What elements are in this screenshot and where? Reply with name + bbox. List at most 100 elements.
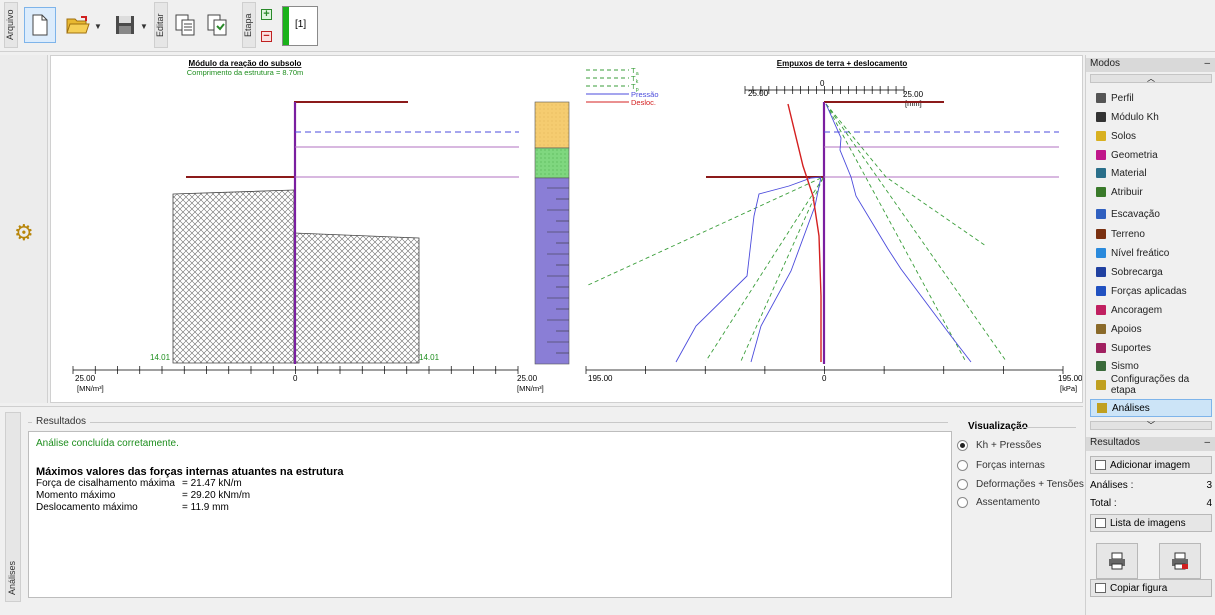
analyses-side-tab[interactable]: Análises [5, 412, 21, 602]
image-list-icon [1095, 518, 1106, 528]
mode-terreno[interactable]: Terreno [1096, 226, 1145, 242]
print-button[interactable] [1096, 543, 1138, 579]
mode-solos[interactable]: Solos [1096, 128, 1136, 144]
open-dropdown-icon[interactable]: ▼ [94, 22, 102, 31]
stage-label: [1] [295, 19, 307, 30]
add-stage-icon[interactable]: + [261, 9, 272, 20]
mode-icon [1096, 187, 1106, 197]
mode-icon [1096, 209, 1106, 219]
tp-line-front [585, 177, 822, 287]
copy-data-button[interactable] [172, 7, 198, 43]
save-button[interactable] [112, 7, 138, 43]
right-top-axis: 25.00 0 25.00 [mm] [744, 79, 924, 108]
visualization-title: Visualização [968, 421, 1028, 432]
right-tick-zero: 0 [822, 374, 827, 383]
kh-area-left [172, 189, 295, 364]
mode-analises[interactable]: Análises [1090, 399, 1212, 417]
mode-escava-o[interactable]: Escavação [1096, 206, 1160, 222]
mode-sobrecarga[interactable]: Sobrecarga [1096, 264, 1163, 280]
mode-geometria[interactable]: Geometria [1096, 147, 1158, 163]
mode-icon [1096, 168, 1106, 178]
save-icon [116, 16, 134, 34]
mode-icon [1096, 361, 1106, 371]
ta-line-front [705, 177, 824, 362]
radio-deformacoes[interactable]: Deformações + Tensões [957, 479, 1084, 490]
pressure-line-back [825, 103, 972, 363]
copy-figure-button[interactable]: Copiar figura [1090, 579, 1212, 597]
mode-icon [1096, 131, 1106, 141]
radio-assentamento[interactable]: Assentamento [957, 497, 1040, 508]
result-row: Momento máximo = 29.20 kNm/m [36, 490, 251, 501]
mode-n-vel-fre-tico[interactable]: Nível freático [1096, 245, 1169, 261]
pressure-line-front [675, 176, 822, 363]
open-file-button[interactable] [64, 7, 92, 43]
total-count: Total :4 [1090, 498, 1212, 509]
top-tick-zero: 0 [820, 79, 825, 88]
gear-icon[interactable]: ⚙ [14, 220, 34, 245]
radio-icon [957, 460, 968, 471]
top-tick-left: 25.00 [748, 89, 769, 98]
tab-editar[interactable]: Editar [154, 2, 168, 48]
visualization-divider [1020, 427, 1076, 428]
top-tick-right: 25.00 [903, 90, 924, 99]
copy-figure-icon [1095, 583, 1106, 593]
new-file-icon [32, 14, 48, 36]
new-file-button[interactable] [24, 7, 56, 43]
mode-for-as-aplicadas[interactable]: Forças aplicadas [1096, 283, 1187, 299]
mode-apoios[interactable]: Apoios [1096, 321, 1142, 337]
mode-material[interactable]: Material [1096, 165, 1147, 181]
kh-value-right: 14.01 [419, 353, 440, 362]
modes-scroll-down[interactable]: ﹀ [1090, 421, 1212, 430]
right-x-axis: 195.00 0 195.00 [kPa] [585, 366, 1082, 393]
print-preview-button[interactable] [1159, 543, 1201, 579]
mode-sismo[interactable]: Sismo [1096, 358, 1139, 374]
analyses-icon [1097, 403, 1107, 413]
drawing-canvas[interactable]: Módulo da reação do subsolo Comprimento … [50, 55, 1083, 403]
remove-stage-icon[interactable]: − [261, 31, 272, 42]
mode-icon [1096, 229, 1106, 239]
results-divider [28, 422, 948, 423]
radio-selected-icon [957, 440, 968, 451]
add-image-button[interactable]: Adicionar imagem [1090, 456, 1212, 474]
legend-label: Tp [631, 82, 639, 93]
modes-scroll-up[interactable]: ︿ [1090, 74, 1212, 83]
copy-icon [175, 14, 195, 36]
image-list-button[interactable]: Lista de imagens [1090, 514, 1212, 532]
mode-icon [1096, 324, 1106, 334]
analyses-side-tab-label: Análises [7, 560, 17, 595]
analysis-status: Análise concluída corretamente. [36, 438, 179, 449]
radio-forcas-internas[interactable]: Forças internas [957, 460, 1045, 471]
results-title: Resultados [32, 416, 91, 427]
top-unit: [mm] [905, 99, 922, 108]
mode-icon [1096, 112, 1106, 122]
mode-suportes[interactable]: Suportes [1096, 340, 1151, 356]
left-tick-zero: 0 [293, 374, 298, 383]
save-dropdown-icon[interactable]: ▼ [140, 22, 148, 31]
results-text-box[interactable]: Análise concluída corretamente. Máximos … [28, 431, 952, 598]
mode-m-dulo-kh[interactable]: Módulo Kh [1096, 109, 1159, 125]
mode-ancoragem[interactable]: Ancoragem [1096, 302, 1162, 318]
tab-etapa[interactable]: Etapa [242, 2, 256, 48]
mode-perfil[interactable]: Perfil [1096, 90, 1134, 106]
stage-1-button[interactable]: [1] [282, 6, 318, 46]
tab-arquivo[interactable]: Arquivo [4, 2, 18, 48]
mode-icon [1096, 267, 1106, 277]
paste-data-button[interactable] [204, 7, 230, 43]
mode-icon [1096, 286, 1106, 296]
result-row: Deslocamento máximo = 11.9 mm [36, 502, 229, 513]
mode-atribuir[interactable]: Atribuir [1096, 184, 1143, 200]
radio-kh-pressoes[interactable]: Kh + Pressões [957, 440, 1041, 451]
left-chart-subtitle: Comprimento da estrutura = 8.70m [187, 68, 304, 77]
left-unit-right: [MN/m³] [517, 384, 544, 393]
folder-open-icon [66, 16, 90, 34]
printer-preview-icon [1172, 552, 1188, 570]
status-bar [0, 604, 1083, 615]
soil-profile-column [534, 101, 570, 365]
results-panel-header: Resultados – [1086, 437, 1215, 451]
mode-configura-es-da-etapa[interactable]: Configurações da etapa [1096, 374, 1215, 396]
legend-label: Ta [631, 66, 640, 77]
legend-label: Tk [631, 74, 639, 85]
results-heading: Máximos valores das forças internas atua… [36, 466, 344, 478]
add-image-icon [1095, 460, 1106, 470]
